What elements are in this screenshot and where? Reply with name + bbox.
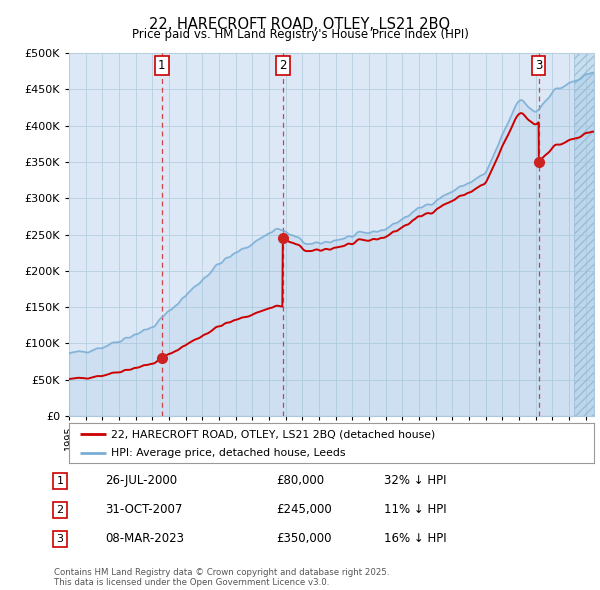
Text: 08-MAR-2023: 08-MAR-2023 bbox=[105, 532, 184, 545]
Text: 31-OCT-2007: 31-OCT-2007 bbox=[105, 503, 182, 516]
Bar bbox=[574, 53, 594, 416]
Text: 11% ↓ HPI: 11% ↓ HPI bbox=[384, 503, 446, 516]
Text: Price paid vs. HM Land Registry's House Price Index (HPI): Price paid vs. HM Land Registry's House … bbox=[131, 28, 469, 41]
Text: 1: 1 bbox=[158, 60, 166, 73]
Text: HPI: Average price, detached house, Leeds: HPI: Average price, detached house, Leed… bbox=[111, 448, 346, 458]
Text: 32% ↓ HPI: 32% ↓ HPI bbox=[384, 474, 446, 487]
Text: 16% ↓ HPI: 16% ↓ HPI bbox=[384, 532, 446, 545]
Text: £80,000: £80,000 bbox=[276, 474, 324, 487]
Text: 22, HARECROFT ROAD, OTLEY, LS21 2BQ (detached house): 22, HARECROFT ROAD, OTLEY, LS21 2BQ (det… bbox=[111, 430, 435, 440]
Text: £350,000: £350,000 bbox=[276, 532, 331, 545]
Text: 2: 2 bbox=[279, 60, 287, 73]
Bar bbox=[574, 53, 594, 416]
Text: 22, HARECROFT ROAD, OTLEY, LS21 2BQ: 22, HARECROFT ROAD, OTLEY, LS21 2BQ bbox=[149, 17, 451, 31]
Text: 3: 3 bbox=[535, 60, 542, 73]
Text: 2: 2 bbox=[56, 505, 64, 514]
Text: 26-JUL-2000: 26-JUL-2000 bbox=[105, 474, 177, 487]
Text: Contains HM Land Registry data © Crown copyright and database right 2025.
This d: Contains HM Land Registry data © Crown c… bbox=[54, 568, 389, 587]
Text: £245,000: £245,000 bbox=[276, 503, 332, 516]
Text: 1: 1 bbox=[56, 476, 64, 486]
Text: 3: 3 bbox=[56, 534, 64, 543]
